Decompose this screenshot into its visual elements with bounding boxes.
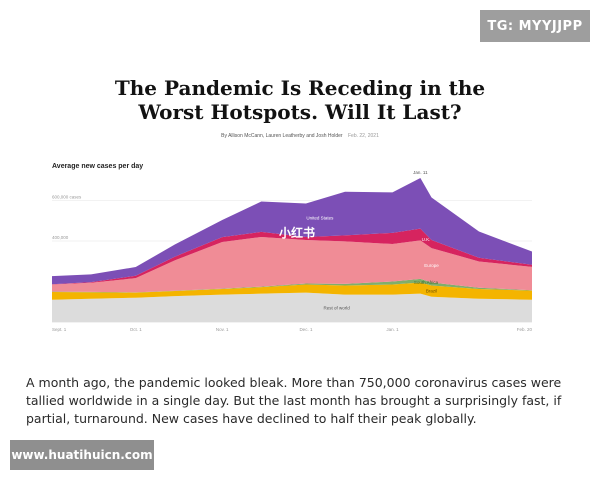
title-line-1: The Pandemic Is Receding in the bbox=[114, 76, 486, 100]
x-tick-label: Oct. 1 bbox=[130, 327, 143, 332]
title-line-2: Worst Hotspots. Will It Last? bbox=[138, 100, 462, 124]
peak-annotation: Jan. 11 bbox=[413, 170, 428, 175]
area-europe bbox=[52, 236, 532, 293]
article-title: The Pandemic Is Receding in the Worst Ho… bbox=[0, 76, 600, 124]
series-label: U.K. bbox=[422, 237, 431, 242]
byline-authors: By Allison McCann, Lauren Leatherby and … bbox=[221, 133, 343, 139]
y-tick-label: 600,000 cases bbox=[52, 195, 82, 200]
overlay-watermark: 小红书 bbox=[279, 225, 315, 240]
series-label: Europe bbox=[424, 263, 439, 268]
series-label: Rest of world bbox=[324, 306, 351, 311]
x-tick-label: Feb. 20 bbox=[517, 327, 533, 332]
x-tick-label: Nov. 1 bbox=[216, 327, 229, 332]
series-label: Brazil bbox=[426, 289, 437, 294]
series-label: South Africa bbox=[414, 280, 439, 285]
website-tag: www.huatihuicn.com bbox=[10, 440, 154, 470]
x-tick-label: Jan. 1 bbox=[386, 327, 399, 332]
x-tick-label: Dec. 1 bbox=[299, 327, 313, 332]
watermark-tag: TG: MYYJJPP bbox=[480, 10, 590, 42]
y-tick-label: 400,000 bbox=[52, 235, 69, 240]
area-series-group bbox=[52, 178, 532, 322]
series-label: United States bbox=[306, 215, 334, 220]
x-tick-label: Sept. 1 bbox=[52, 327, 67, 332]
area-brazil bbox=[52, 282, 532, 300]
label-group: 600,000 cases 400,000 Rest of world Brazil S… bbox=[52, 170, 532, 332]
chart-title: Average new cases per day bbox=[52, 163, 143, 170]
area-united-states bbox=[52, 178, 532, 285]
article-caption: A month ago, the pandemic looked bleak. … bbox=[26, 375, 562, 426]
byline: By Allison McCann, Lauren Leatherby and … bbox=[0, 133, 600, 139]
stacked-area-chart: Average new cases per day 600,000 cases 4… bbox=[52, 163, 532, 332]
area-south-africa bbox=[52, 278, 532, 293]
area-rest-of-world bbox=[52, 292, 532, 322]
byline-date: Feb. 22, 2021 bbox=[348, 133, 379, 139]
